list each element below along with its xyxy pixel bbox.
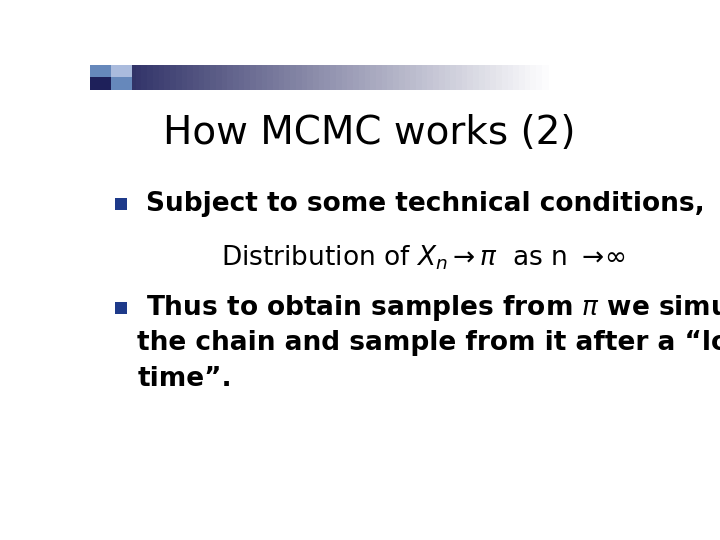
Bar — [261, 65, 269, 90]
Bar — [325, 65, 331, 90]
Bar — [136, 65, 143, 90]
Bar — [445, 65, 451, 90]
Bar — [405, 65, 411, 90]
Bar — [158, 65, 166, 90]
Bar — [115, 198, 127, 210]
Bar — [439, 65, 446, 90]
Bar — [216, 65, 222, 90]
Bar — [244, 65, 251, 90]
Bar — [387, 65, 395, 90]
Bar — [296, 65, 302, 90]
Bar — [450, 65, 457, 90]
Bar — [416, 65, 423, 90]
Text: Thus to obtain samples from $\pi$ we simulate: Thus to obtain samples from $\pi$ we sim… — [145, 293, 720, 323]
Bar — [250, 65, 257, 90]
Bar — [107, 65, 114, 90]
Bar — [302, 65, 308, 90]
Bar — [256, 65, 263, 90]
Bar — [319, 65, 325, 90]
Bar — [473, 65, 480, 90]
Bar — [181, 65, 189, 90]
Bar — [147, 65, 154, 90]
Bar — [228, 65, 234, 90]
Bar — [125, 65, 131, 90]
Bar — [90, 77, 111, 90]
Bar — [382, 65, 389, 90]
Bar — [193, 65, 199, 90]
Bar — [307, 65, 314, 90]
Bar — [170, 65, 177, 90]
Bar — [141, 65, 148, 90]
Bar — [330, 65, 337, 90]
Bar — [290, 65, 297, 90]
Bar — [422, 65, 428, 90]
Bar — [90, 65, 111, 77]
Bar — [399, 65, 405, 90]
Bar — [364, 65, 372, 90]
Bar — [525, 65, 531, 90]
Bar — [102, 65, 108, 90]
Bar — [153, 65, 160, 90]
Bar — [111, 65, 132, 77]
Bar — [536, 65, 543, 90]
Bar — [433, 65, 440, 90]
Bar — [376, 65, 383, 90]
Text: Distribution of $X_n \rightarrow \pi$  as n $\rightarrow\!\infty$: Distribution of $X_n \rightarrow \pi$ as… — [221, 244, 626, 272]
Bar — [490, 65, 498, 90]
Bar — [519, 65, 526, 90]
Bar — [273, 65, 280, 90]
Bar — [222, 65, 228, 90]
Bar — [111, 77, 132, 90]
Bar — [353, 65, 360, 90]
Bar — [479, 65, 486, 90]
Bar — [96, 65, 102, 90]
Bar — [513, 65, 520, 90]
Bar — [393, 65, 400, 90]
Bar — [485, 65, 492, 90]
Bar — [370, 65, 377, 90]
Bar — [130, 65, 137, 90]
Bar — [115, 302, 127, 314]
Bar — [410, 65, 417, 90]
Text: time”.: time”. — [138, 366, 232, 392]
Bar — [508, 65, 514, 90]
Bar — [467, 65, 474, 90]
Bar — [336, 65, 343, 90]
Bar — [199, 65, 205, 90]
Bar — [284, 65, 292, 90]
Bar — [313, 65, 320, 90]
Text: the chain and sample from it after a “long: the chain and sample from it after a “lo… — [138, 330, 720, 356]
Bar — [267, 65, 274, 90]
Bar — [462, 65, 469, 90]
Bar — [239, 65, 246, 90]
Bar — [204, 65, 211, 90]
Bar — [233, 65, 240, 90]
Text: How MCMC works (2): How MCMC works (2) — [163, 114, 575, 152]
Bar — [542, 65, 549, 90]
Bar — [164, 65, 171, 90]
Bar — [456, 65, 463, 90]
Bar — [113, 65, 120, 90]
Bar — [342, 65, 348, 90]
Bar — [496, 65, 503, 90]
Bar — [359, 65, 366, 90]
Bar — [187, 65, 194, 90]
Text: Subject to some technical conditions,: Subject to some technical conditions, — [145, 191, 705, 217]
Bar — [531, 65, 537, 90]
Bar — [279, 65, 286, 90]
Bar — [347, 65, 354, 90]
Bar — [428, 65, 434, 90]
Bar — [210, 65, 217, 90]
Bar — [90, 65, 96, 90]
Bar — [176, 65, 183, 90]
Bar — [119, 65, 125, 90]
Bar — [502, 65, 508, 90]
